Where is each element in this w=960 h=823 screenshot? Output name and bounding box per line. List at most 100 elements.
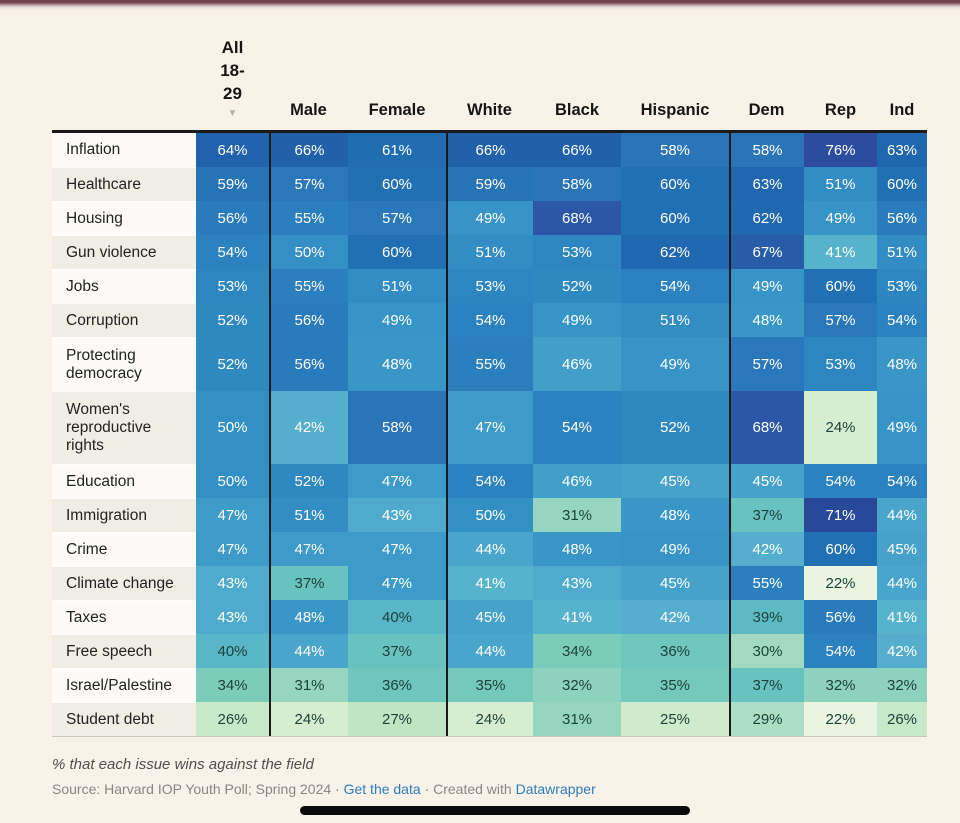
column-header-rep[interactable]: Rep: [824, 101, 857, 119]
heatmap-cell: 52%: [196, 303, 269, 337]
heatmap-cell: 51%: [348, 269, 446, 303]
heatmap-cell: 31%: [269, 668, 348, 702]
heatmap-cell: 42%: [621, 600, 729, 634]
heatmap-cell: 60%: [804, 269, 877, 303]
heatmap-cell: 54%: [446, 303, 533, 337]
table-row: Immigration 47% 51% 43% 50% 31% 48% 37% 71% 44%: [52, 498, 927, 532]
heatmap-cell: 34%: [196, 668, 269, 702]
heatmap-cell: 51%: [446, 235, 533, 269]
heatmap-cell: 49%: [621, 337, 729, 391]
heatmap-cell: 66%: [269, 133, 348, 167]
heatmap-cell: 58%: [533, 167, 621, 201]
row-label: Protecting democracy: [52, 337, 196, 391]
heatmap-cell: 53%: [196, 269, 269, 303]
heatmap-cell: 63%: [877, 133, 927, 167]
heatmap-cell: 45%: [729, 464, 804, 498]
row-label: Jobs: [52, 269, 196, 303]
heatmap-cell: 44%: [446, 532, 533, 566]
heatmap-cell: 50%: [446, 498, 533, 532]
heatmap-cell: 64%: [196, 133, 269, 167]
column-header-dem[interactable]: Dem: [748, 101, 785, 119]
heatmap-cell: 41%: [804, 235, 877, 269]
column-header-line: All: [221, 38, 244, 57]
row-label: Inflation: [52, 133, 196, 167]
row-label: Israel/Palestine: [52, 668, 196, 702]
heatmap-cell: 76%: [804, 133, 877, 167]
heatmap-cell: 53%: [877, 269, 927, 303]
heatmap-cell: 37%: [729, 668, 804, 702]
row-label: Housing: [52, 201, 196, 235]
heatmap-cell: 45%: [621, 566, 729, 600]
heatmap-cell: 63%: [729, 167, 804, 201]
column-header-male[interactable]: Male: [290, 101, 327, 119]
heatmap-cell: 44%: [877, 498, 927, 532]
row-label: Free speech: [52, 634, 196, 668]
heatmap-cell: 59%: [446, 167, 533, 201]
heatmap-cell: 66%: [533, 133, 621, 167]
heatmap-table: All 18- 29 ▼ Male Female White Black Hispanic Dem…: [52, 0, 927, 737]
heatmap-cell: 29%: [729, 702, 804, 736]
heatmap-cell: 56%: [269, 337, 348, 391]
heatmap-cell: 47%: [348, 532, 446, 566]
heatmap-cell: 49%: [804, 201, 877, 235]
heatmap-cell: 30%: [729, 634, 804, 668]
column-header-all-18-29[interactable]: All 18- 29 ▼: [196, 36, 269, 130]
heatmap-cell: 47%: [348, 464, 446, 498]
column-header-female[interactable]: Female: [368, 101, 426, 119]
table-row: Housing 56% 55% 57% 49% 68% 60% 62% 49% 56%: [52, 201, 927, 235]
source-text: Source: Harvard IOP Youth Poll; Spring 2…: [52, 781, 332, 797]
get-the-data-link[interactable]: Get the data: [343, 781, 421, 797]
heatmap-cell: 45%: [877, 532, 927, 566]
heatmap-cell: 60%: [348, 167, 446, 201]
heatmap-cell: 46%: [533, 337, 621, 391]
heatmap-cell: 56%: [269, 303, 348, 337]
dot-separator: ·: [331, 781, 344, 797]
heatmap-cell: 41%: [877, 600, 927, 634]
heatmap-cell: 39%: [729, 600, 804, 634]
heatmap-cell: 52%: [196, 337, 269, 391]
heatmap-cell: 57%: [348, 201, 446, 235]
row-label: Healthcare: [52, 167, 196, 201]
heatmap-cell: 55%: [269, 201, 348, 235]
table-row: Crime 47% 47% 47% 44% 48% 49% 42% 60% 45%: [52, 532, 927, 566]
column-header-hispanic[interactable]: Hispanic: [640, 101, 710, 119]
heatmap-cell: 27%: [348, 702, 446, 736]
heatmap-cell: 54%: [804, 634, 877, 668]
column-header-line: 18-: [220, 61, 245, 80]
heatmap-cell: 35%: [621, 668, 729, 702]
heatmap-cell: 44%: [877, 566, 927, 600]
heatmap-cell: 47%: [348, 566, 446, 600]
heatmap-cell: 54%: [877, 303, 927, 337]
column-header-ind[interactable]: Ind: [889, 101, 915, 119]
heatmap-cell: 54%: [804, 464, 877, 498]
heatmap-cell: 54%: [877, 464, 927, 498]
heatmap-cell: 68%: [533, 201, 621, 235]
heatmap-cell: 36%: [348, 668, 446, 702]
heatmap-cell: 61%: [348, 133, 446, 167]
heatmap-cell: 25%: [621, 702, 729, 736]
heatmap-cell: 60%: [348, 235, 446, 269]
table-row: Protecting democracy 52% 56% 48% 55% 46% 49% 57…: [52, 337, 927, 391]
heatmap-cell: 26%: [877, 702, 927, 736]
heatmap-cell: 49%: [729, 269, 804, 303]
heatmap-cell: 55%: [729, 566, 804, 600]
heatmap-cell: 58%: [729, 133, 804, 167]
heatmap-cell: 50%: [196, 391, 269, 464]
row-label: Education: [52, 464, 196, 498]
heatmap-cell: 26%: [196, 702, 269, 736]
heatmap-cell: 37%: [729, 498, 804, 532]
column-header-white[interactable]: White: [467, 101, 512, 119]
column-header-black[interactable]: Black: [554, 101, 600, 119]
heatmap-cell: 45%: [621, 464, 729, 498]
heatmap-cell: 56%: [877, 201, 927, 235]
heatmap-cell: 47%: [446, 391, 533, 464]
heatmap-cell: 24%: [446, 702, 533, 736]
horizontal-scrollbar-handle[interactable]: [300, 806, 690, 815]
heatmap-cell: 44%: [269, 634, 348, 668]
datawrapper-link[interactable]: Datawrapper: [515, 781, 596, 797]
table-row: Education 50% 52% 47% 54% 46% 45% 45% 54% 54%: [52, 464, 927, 498]
heatmap-cell: 43%: [196, 600, 269, 634]
heatmap-cell: 44%: [446, 634, 533, 668]
heatmap-cell: 48%: [269, 600, 348, 634]
heatmap-cell: 31%: [533, 498, 621, 532]
